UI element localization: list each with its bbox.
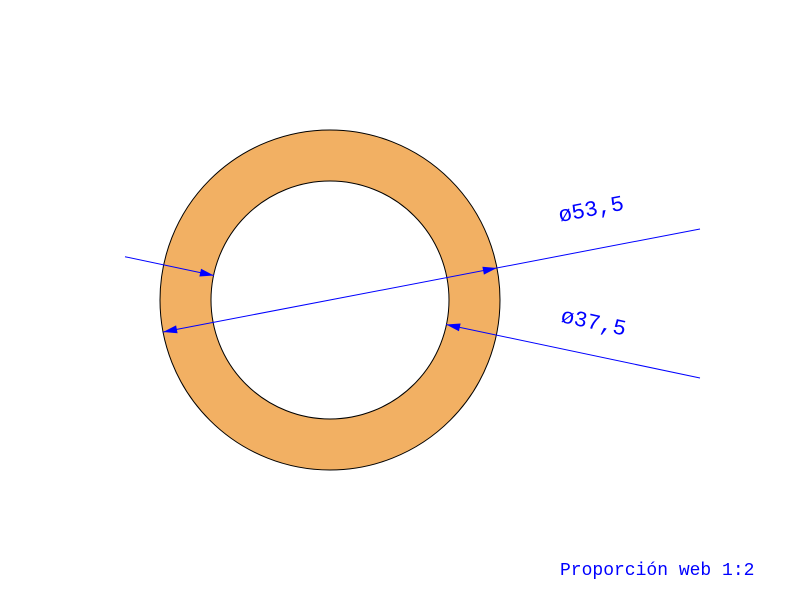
diagram-canvas: ø53,5 ø37,5 Proporción web 1:2 <box>0 0 800 600</box>
dim-outer-label: ø53,5 <box>557 192 627 229</box>
dim-inner-label: ø37,5 <box>559 304 629 342</box>
scale-caption: Proporción web 1:2 <box>560 561 754 581</box>
